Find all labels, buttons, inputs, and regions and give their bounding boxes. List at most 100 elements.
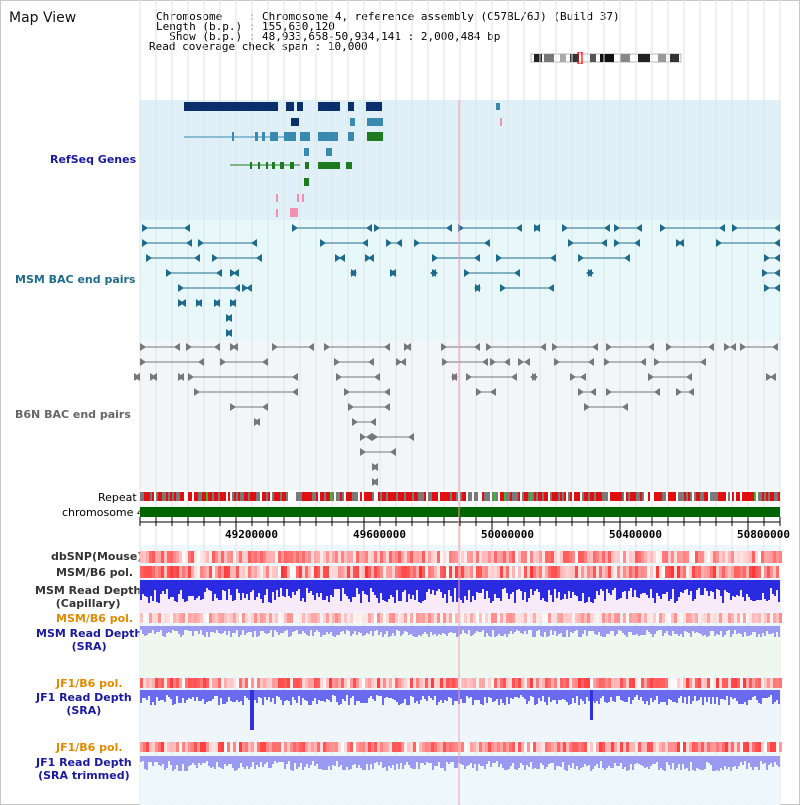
repeat-segment (588, 492, 590, 501)
pol-cell (566, 678, 569, 688)
depth-bar (424, 756, 426, 765)
pol-cell (320, 566, 323, 578)
msm-bac-track[interactable] (142, 224, 780, 337)
msm-bac-pair-end (246, 284, 252, 292)
repeat-segment (758, 492, 760, 501)
depth-bar (142, 626, 144, 634)
depth-bar (730, 626, 732, 637)
depth-bar (254, 626, 256, 631)
msm-bac-pair-end (474, 254, 480, 262)
b6n-bac-pair-end (724, 343, 730, 351)
pol-cell (314, 551, 317, 563)
gene-block (318, 162, 340, 169)
pol-cell (317, 551, 320, 563)
repeat-segment (612, 492, 614, 501)
chromosome-ideogram[interactable] (530, 52, 682, 64)
repeat-segment (360, 492, 362, 501)
repeat-segment (342, 492, 344, 501)
repeat-segment (370, 492, 372, 501)
depth-bar (410, 626, 412, 634)
pol-cell (518, 742, 521, 752)
depth-bar (660, 580, 662, 599)
depth-bar (708, 690, 710, 697)
depth-bar (238, 580, 240, 593)
depth-bar (278, 756, 280, 762)
depth-bar (226, 690, 228, 702)
depth-bar (178, 690, 180, 703)
depth-bar (596, 690, 598, 701)
repeat-segment (418, 492, 420, 501)
pol-cell (518, 613, 521, 623)
depth-bar (242, 580, 244, 593)
depth-bar (554, 580, 556, 589)
depth-bar (268, 690, 270, 697)
pol-cell (623, 678, 626, 688)
pol-cell (317, 566, 320, 578)
pol-cell (572, 613, 575, 623)
depth-bar (638, 756, 640, 764)
repeat-track[interactable] (140, 492, 780, 501)
depth-bar (170, 580, 172, 597)
depth-bar (524, 580, 526, 592)
depth-bar (534, 756, 536, 768)
refseq-genes-track[interactable] (184, 102, 502, 217)
pol-cell (608, 566, 611, 578)
depth-bar (752, 626, 754, 632)
depth-tracks[interactable] (140, 580, 780, 804)
depth-bar (196, 690, 198, 697)
pol-cell (677, 678, 680, 688)
chromosome-bar[interactable] (140, 507, 780, 517)
depth-bar (166, 626, 168, 633)
repeat-segment (196, 492, 198, 501)
depth-bar (502, 690, 504, 703)
pol-cell (590, 678, 593, 688)
depth-bar (618, 690, 620, 696)
pol-cell (176, 551, 179, 563)
pol-cell (395, 678, 398, 688)
heatmap-tracks[interactable] (140, 551, 782, 752)
depth-bar (518, 690, 520, 698)
repeat-segment (272, 492, 274, 501)
depth-bar (256, 580, 258, 597)
pol-cell (473, 551, 476, 563)
depth-bar (284, 756, 286, 769)
depth-bar (440, 690, 442, 700)
pol-cell (560, 613, 563, 623)
depth-bar (290, 690, 292, 705)
pol-cell (362, 551, 365, 563)
repeat-segment (382, 492, 384, 501)
pol-cell (356, 566, 359, 578)
depth-bar (192, 580, 194, 596)
depth-bar (642, 580, 644, 593)
pol-cell (632, 613, 635, 623)
pol-cell (650, 678, 653, 688)
pol-cell (665, 566, 668, 578)
depth-bar (310, 626, 312, 630)
depth-bar (248, 690, 250, 700)
pol-cell (722, 551, 725, 563)
b6n-bac-track[interactable] (134, 343, 778, 486)
repeat-segment (414, 492, 416, 501)
depth-bar (348, 690, 350, 705)
depth-bar (648, 580, 650, 598)
pol-cell (170, 566, 173, 578)
pol-cell (398, 613, 401, 623)
depth-bar (158, 690, 160, 701)
repeat-segment (698, 492, 700, 501)
depth-bar (446, 756, 448, 762)
depth-bar (702, 580, 704, 595)
depth-bar (188, 580, 190, 596)
depth-bar (460, 690, 462, 699)
tick-label: 50400000 (609, 528, 662, 541)
depth-bar (608, 580, 610, 593)
pol-cell (578, 678, 581, 688)
depth-bar (202, 690, 204, 699)
pol-cell (467, 678, 470, 688)
b6n-bac-pair-end (474, 343, 480, 351)
pol-cell (719, 613, 722, 623)
depth-bar (392, 626, 394, 633)
track-label-dbsnp: dbSNP(Mouse) (51, 550, 143, 563)
pol-cell (287, 613, 290, 623)
repeat-segment (302, 492, 304, 501)
